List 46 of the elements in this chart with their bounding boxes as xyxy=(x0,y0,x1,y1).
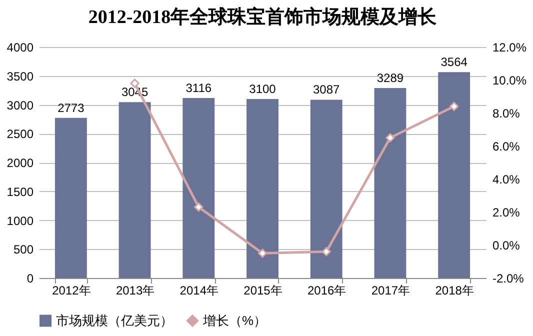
bar xyxy=(438,72,470,278)
y-tick-label: 3500 xyxy=(6,69,34,84)
data-label: 3564 xyxy=(440,55,468,70)
x-tick-label: 2016年 xyxy=(308,284,346,298)
y-tick-label: 3000 xyxy=(6,98,34,112)
y2-tick-label: 12.0% xyxy=(492,40,527,54)
legend-label: 增长（%） xyxy=(202,312,267,328)
point xyxy=(322,246,331,256)
bar xyxy=(54,118,87,278)
chart-title: 2012-2018年全球珠宝首饰市场规模及增长 xyxy=(88,6,438,28)
data-label: 3289 xyxy=(376,71,404,86)
bar xyxy=(374,88,406,278)
bar xyxy=(118,102,151,278)
bar xyxy=(310,100,342,278)
y2-tick-label: 4.0% xyxy=(492,172,520,186)
y2-tick-label: 0.0% xyxy=(492,238,520,252)
y-tick-label: 2000 xyxy=(6,156,34,170)
point xyxy=(258,248,268,258)
x-tick-label: 2012年 xyxy=(52,284,91,298)
point xyxy=(386,133,395,142)
point xyxy=(194,202,204,212)
y-tick-label: 500 xyxy=(13,242,34,257)
data-label: 3087 xyxy=(313,82,340,97)
y2-tick-label: 10.0% xyxy=(492,74,527,88)
y2-tick-label: -2.0% xyxy=(492,272,524,286)
bar xyxy=(182,98,215,278)
y2-tick-label: 2.0% xyxy=(492,206,520,220)
y-tick-label: 2500 xyxy=(6,127,34,142)
y2-tick-label: 8.0% xyxy=(492,106,520,120)
y-tick-label: 0 xyxy=(26,272,34,286)
y-tick-label: 4000 xyxy=(6,40,34,54)
y-tick-label: 1000 xyxy=(6,214,34,228)
x-tick-label: 2015年 xyxy=(244,284,282,298)
x-tick-label: 2014年 xyxy=(180,284,218,298)
bar xyxy=(246,98,278,278)
point xyxy=(130,78,140,88)
data-label: 2773 xyxy=(58,100,85,115)
point xyxy=(449,102,459,112)
y2-tick-label: 6.0% xyxy=(492,140,520,154)
legend-label: 市场规模（亿美元） xyxy=(56,312,173,328)
data-label: 3116 xyxy=(186,81,212,96)
x-tick-label: 2013年 xyxy=(116,284,155,298)
x-tick-label: 2017年 xyxy=(371,284,410,298)
y-tick-label: 1500 xyxy=(6,184,34,199)
x-tick-label: 2018年 xyxy=(435,284,474,298)
data-label: 3100 xyxy=(249,82,276,96)
